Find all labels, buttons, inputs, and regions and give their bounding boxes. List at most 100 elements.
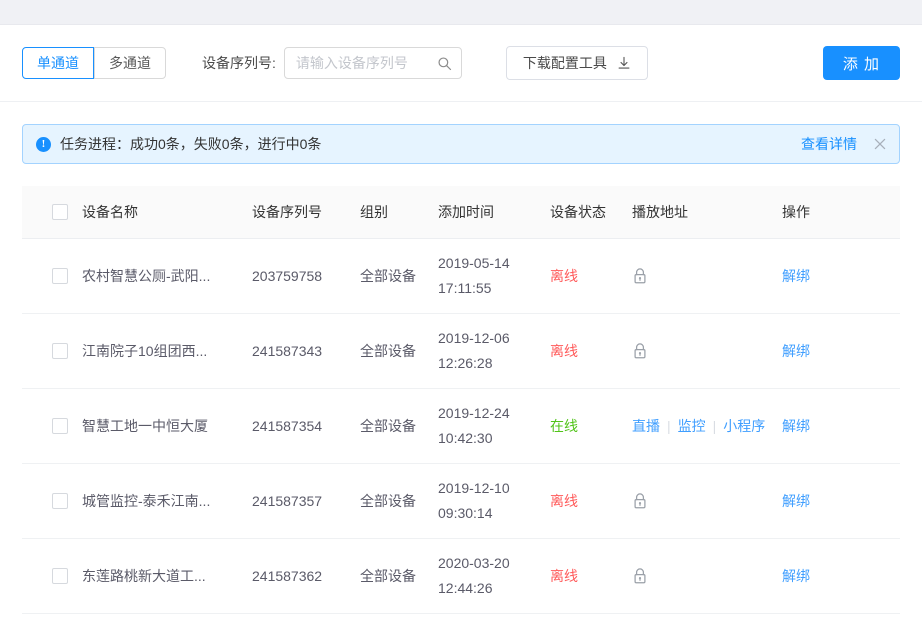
cell-device-status: 离线 [550, 238, 632, 314]
table-row: 东莲路桃新大道工... 241587362 全部设备 2020-03-20 12:44… [22, 538, 900, 614]
cell-device-name: 东莲路桃新大道工... [82, 538, 252, 614]
device-name-text: 农村智慧公厕-武阳... [82, 267, 211, 284]
cell-device-name: 智慧工地一中恒大厦 [82, 388, 252, 464]
unbind-link[interactable]: 解绑 [782, 417, 810, 434]
header-operation: 操作 [782, 186, 900, 239]
header-add-time: 添加时间 [438, 186, 550, 239]
table-row: 农村智慧公厕-武阳... 203759758 全部设备 2019-05-14 17:1… [22, 238, 900, 314]
task-progress-text: 任务进程：成功0条，失败0条，进行中0条 [60, 136, 322, 152]
lock-icon [634, 567, 646, 583]
cell-serial: 241587362 [252, 538, 360, 614]
cell-serial: 241587343 [252, 313, 360, 389]
table-header-row: 设备名称 设备序列号 组别 添加时间 设备状态 播放地址 操作 [22, 186, 900, 239]
cell-serial: 241587357 [252, 463, 360, 539]
status-badge: 离线 [550, 492, 578, 509]
cell-group: 全部设备 [360, 388, 438, 464]
cell-play-address: 直播 | 监控 | 小程序 [632, 388, 782, 464]
row-select-cell [22, 463, 82, 539]
status-badge: 离线 [550, 567, 578, 584]
cell-add-time: 2020-03-20 12:44:26 [438, 538, 550, 614]
play-link-group: 直播 | 监控 | 小程序 [632, 416, 782, 436]
row-checkbox[interactable] [52, 342, 68, 359]
download-config-tool-button[interactable]: 下载配置工具 [505, 46, 648, 80]
play-link[interactable]: 监控 [677, 417, 706, 434]
lock-icon [634, 492, 646, 508]
add-button[interactable]: 添 加 [822, 46, 900, 80]
unbind-link[interactable]: 解绑 [782, 492, 810, 509]
device-name-text: 江南院子10组团西... [82, 342, 208, 359]
toolbar: 单通道 多通道 设备序列号: 下载配置工具 [0, 25, 922, 102]
header-select-all [22, 186, 82, 239]
cell-group: 全部设备 [360, 538, 438, 614]
unbind-link[interactable]: 解绑 [782, 342, 810, 359]
cell-play-address [632, 538, 782, 614]
cell-play-address [632, 238, 782, 314]
add-time-text: 2019-12-24 10:42:30 [438, 405, 510, 446]
device-name-text: 城管监控-泰禾江南... [82, 492, 211, 509]
row-checkbox[interactable] [52, 417, 68, 434]
cell-device-status: 离线 [550, 313, 632, 389]
cell-device-name: 江南院子10组团西... [82, 313, 252, 389]
status-badge: 离线 [550, 342, 578, 359]
tab-single-channel[interactable]: 单通道 [22, 47, 94, 79]
device-name-text: 东莲路桃新大道工... [82, 567, 206, 584]
device-table-container: 设备名称 设备序列号 组别 添加时间 设备状态 播放地址 操作 农村智慧公厕-武… [0, 164, 922, 614]
row-checkbox[interactable] [52, 492, 68, 509]
search-box[interactable] [283, 47, 462, 79]
row-select-cell [22, 388, 82, 464]
add-time-text: 2019-12-06 12:26:28 [438, 330, 510, 371]
row-select-cell [22, 238, 82, 314]
top-bar [0, 0, 922, 25]
cell-serial: 203759758 [252, 238, 360, 314]
cell-group: 全部设备 [360, 463, 438, 539]
header-play-address: 播放地址 [632, 186, 782, 239]
cell-operation: 解绑 [782, 388, 900, 464]
channel-mode-switch: 单通道 多通道 [22, 47, 166, 79]
download-icon [618, 56, 630, 69]
row-checkbox[interactable] [52, 567, 68, 584]
tab-multi-channel-label: 多通道 [109, 55, 151, 71]
header-group: 组别 [360, 186, 438, 239]
play-link[interactable]: 小程序 [723, 417, 766, 434]
cell-add-time: 2019-12-24 10:42:30 [438, 388, 550, 464]
row-checkbox[interactable] [52, 267, 68, 284]
cell-device-status: 在线 [550, 388, 632, 464]
header-device-status: 设备状态 [550, 186, 632, 239]
row-select-cell [22, 313, 82, 389]
unbind-link[interactable]: 解绑 [782, 267, 810, 284]
cell-device-name: 农村智慧公厕-武阳... [82, 238, 252, 314]
cell-add-time: 2019-05-14 17:11:55 [438, 238, 550, 314]
header-serial: 设备序列号 [252, 186, 360, 239]
device-table: 设备名称 设备序列号 组别 添加时间 设备状态 播放地址 操作 农村智慧公厕-武… [22, 186, 900, 614]
search-icon[interactable] [437, 56, 452, 71]
select-all-checkbox[interactable] [52, 203, 68, 220]
cell-serial: 241587354 [252, 388, 360, 464]
cell-operation: 解绑 [782, 313, 900, 389]
lock-icon [634, 267, 646, 283]
status-badge: 离线 [550, 267, 578, 284]
view-detail-link[interactable]: 查看详情 [801, 136, 857, 152]
search-input[interactable] [293, 54, 437, 72]
link-separator: | [667, 417, 671, 434]
cell-add-time: 2019-12-06 12:26:28 [438, 313, 550, 389]
download-config-tool-label: 下载配置工具 [522, 55, 607, 71]
cell-operation: 解绑 [782, 463, 900, 539]
cell-group: 全部设备 [360, 238, 438, 314]
header-device-name: 设备名称 [82, 186, 252, 239]
tab-multi-channel[interactable]: 多通道 [94, 47, 166, 79]
cell-add-time: 2019-12-10 09:30:14 [438, 463, 550, 539]
alert-container: ! 任务进程：成功0条，失败0条，进行中0条 查看详情 [0, 102, 922, 164]
lock-icon [634, 342, 646, 358]
table-row: 江南院子10组团西... 241587343 全部设备 2019-12-06 12:2… [22, 313, 900, 389]
play-link[interactable]: 直播 [632, 417, 660, 434]
tab-single-channel-label: 单通道 [37, 55, 79, 71]
cell-play-address [632, 313, 782, 389]
cell-device-status: 离线 [550, 463, 632, 539]
cell-device-name: 城管监控-泰禾江南... [82, 463, 252, 539]
close-icon[interactable] [873, 137, 887, 151]
link-separator: | [712, 417, 717, 434]
cell-operation: 解绑 [782, 238, 900, 314]
cell-group: 全部设备 [360, 313, 438, 389]
unbind-link[interactable]: 解绑 [782, 567, 810, 584]
cell-play-address [632, 463, 782, 539]
